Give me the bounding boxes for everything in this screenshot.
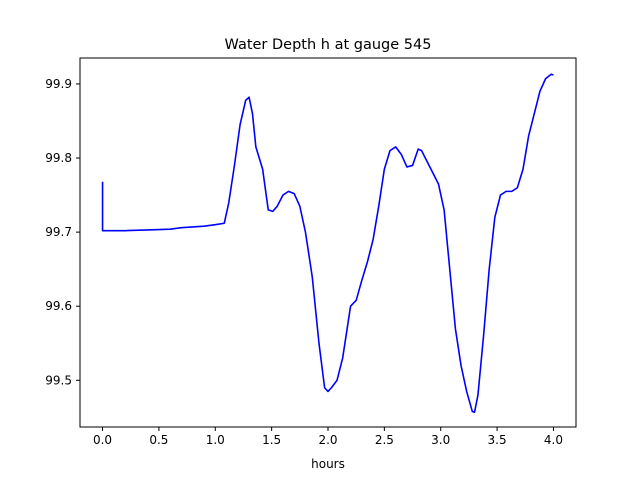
y-tick-label: 99.6 xyxy=(45,299,72,313)
y-tick-label: 99.8 xyxy=(45,151,72,165)
x-tick-label: 0.5 xyxy=(149,433,168,447)
y-tick-label: 99.5 xyxy=(45,373,72,387)
x-axis-label: hours xyxy=(311,457,345,471)
x-tick-label: 1.0 xyxy=(206,433,225,447)
x-axis: 0.0 0.5 1.0 1.5 2.0 2.5 3.0 3.5 4.0 xyxy=(93,427,563,447)
x-tick-label: 1.5 xyxy=(262,433,281,447)
x-tick-label: 4.0 xyxy=(544,433,563,447)
x-tick-label: 2.0 xyxy=(318,433,337,447)
x-tick-label: 0.0 xyxy=(93,433,112,447)
x-tick-label: 2.5 xyxy=(375,433,394,447)
y-tick-label: 99.9 xyxy=(45,77,72,91)
series-line-0 xyxy=(101,73,554,413)
chart-title: Water Depth h at gauge 545 xyxy=(225,37,432,53)
y-axis: 99.5 99.6 99.7 99.8 99.9 xyxy=(45,77,80,387)
y-tick-label: 99.7 xyxy=(45,225,72,239)
x-tick-label: 3.0 xyxy=(431,433,450,447)
x-tick-label: 3.5 xyxy=(488,433,507,447)
